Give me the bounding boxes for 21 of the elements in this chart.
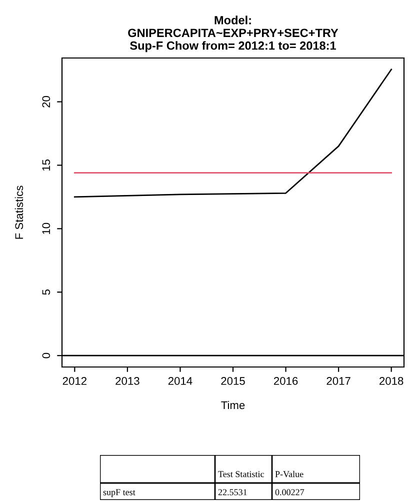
text: P-Value bbox=[275, 470, 304, 478]
y-tick-label: 5 bbox=[42, 290, 50, 295]
chart-title: Model: GNIPERCAPITA~EXP+PRY+SEC+TRY Sup-F Chow from= 2012:1 to= 2018:1 bbox=[128, 16, 338, 52]
x-tick-label: 2015 bbox=[221, 377, 245, 385]
x-tick-label: 2018 bbox=[380, 377, 404, 385]
text: supF test bbox=[103, 489, 136, 498]
y-axis-title: F Statistics bbox=[14, 186, 24, 239]
line-series bbox=[74, 68, 392, 198]
x-axis-title: Time bbox=[221, 400, 245, 410]
text: 22.5531 bbox=[218, 489, 247, 496]
y-tick-label: 20 bbox=[42, 96, 50, 108]
y-tick-label: 10 bbox=[42, 222, 50, 234]
y-tick-label: 0 bbox=[42, 352, 50, 358]
text: 0.00227 bbox=[275, 489, 304, 496]
x-tick-label: 2017 bbox=[326, 377, 350, 385]
y-tick-label: 15 bbox=[42, 160, 50, 171]
text: Test Statistic bbox=[218, 471, 264, 478]
x-tick-label: 2016 bbox=[274, 377, 298, 385]
x-tick-label: 2013 bbox=[116, 377, 140, 385]
x-tick-label: 2014 bbox=[168, 377, 192, 385]
x-tick-label: 2012 bbox=[62, 377, 86, 385]
